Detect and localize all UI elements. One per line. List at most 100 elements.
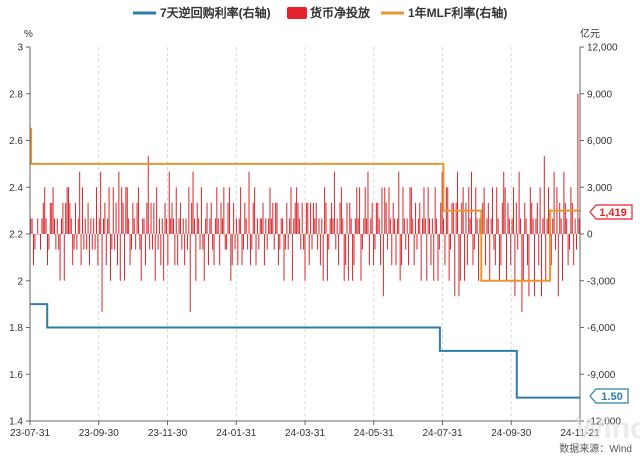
net-injection-bar <box>312 202 314 234</box>
net-injection-bar <box>403 218 405 234</box>
x-tick-label: 24-09-30 <box>491 428 531 439</box>
net-injection-bar <box>347 234 349 281</box>
net-injection-bar <box>66 187 68 234</box>
net-injection-bars <box>30 93 580 312</box>
net-injection-bar <box>417 218 419 234</box>
net-injection-bar <box>466 234 468 266</box>
x-tick-label: 24-03-31 <box>285 428 325 439</box>
net-injection-bar <box>486 218 488 234</box>
net-injection-bar <box>193 218 195 234</box>
net-injection-bar <box>177 234 179 266</box>
net-injection-bar <box>465 202 467 234</box>
net-injection-bar <box>74 202 76 234</box>
net-injection-bar <box>268 218 270 234</box>
net-injection-bar <box>368 234 370 266</box>
right-tick-label: -3,000 <box>587 276 616 287</box>
right-tick-label: 0 <box>587 230 593 241</box>
legend-item-net-injection[interactable]: 货币净投放 <box>287 5 371 20</box>
net-injection-bar <box>534 234 536 297</box>
net-injection-bar <box>290 187 292 234</box>
net-injection-bar <box>307 202 309 234</box>
net-injection-bar <box>209 218 211 234</box>
net-injection-bar <box>396 218 398 234</box>
net-injection-bar <box>210 202 212 234</box>
legend-item-mlf[interactable]: 1年MLF利率(右轴) <box>381 5 507 20</box>
net-injection-bar <box>315 202 317 234</box>
right-tick-label: 9,000 <box>587 89 612 100</box>
net-injection-bar <box>578 218 580 234</box>
net-injection-bar <box>373 234 375 266</box>
net-injection-bar <box>206 202 208 234</box>
net-injection-bar <box>539 187 541 234</box>
net-injection-bar <box>503 171 505 234</box>
net-injection-bar <box>126 187 128 234</box>
tag-reverse-repo-end: 1.50 <box>589 388 629 404</box>
net-injection-bar <box>63 234 65 281</box>
net-injection-bar <box>342 218 344 234</box>
net-injection-bar <box>244 202 246 234</box>
net-injection-bar <box>504 187 506 234</box>
net-injection-bar <box>377 202 379 234</box>
net-injection-bar <box>226 234 228 250</box>
net-injection-bar <box>128 218 130 234</box>
net-injection-bar <box>402 187 404 234</box>
net-injection-bar <box>492 187 494 234</box>
net-injection-bar <box>133 218 135 234</box>
net-injection-bar <box>430 234 432 266</box>
net-injection-bar <box>440 202 442 234</box>
net-injection-bar <box>111 234 113 250</box>
net-injection-bar <box>186 234 188 250</box>
right-tick-label: -6,000 <box>587 323 616 334</box>
net-injection-bar <box>142 218 144 234</box>
net-injection-bar <box>423 187 425 234</box>
net-injection-bar <box>135 234 137 250</box>
net-injection-bar <box>33 234 34 266</box>
net-injection-bar <box>192 171 194 234</box>
net-injection-bar <box>109 234 111 281</box>
left-tick-label: 2.6 <box>9 136 23 147</box>
net-injection-bar <box>266 234 268 250</box>
net-injection-bar <box>86 234 88 250</box>
net-injection-bar <box>263 234 265 266</box>
net-injection-bar <box>472 234 474 266</box>
net-injection-bar <box>157 234 159 250</box>
net-injection-bar <box>321 218 323 234</box>
net-injection-bar <box>436 218 438 234</box>
net-injection-bar <box>165 218 167 234</box>
net-injection-bar <box>483 187 485 234</box>
net-injection-bar <box>153 202 155 234</box>
net-injection-bar <box>140 234 142 281</box>
net-injection-bar <box>136 202 138 234</box>
net-injection-bar <box>273 234 275 250</box>
net-injection-bar <box>536 202 538 234</box>
net-injection-bar <box>227 202 229 234</box>
net-injection-bar <box>577 93 579 234</box>
net-injection-bar <box>132 202 134 234</box>
net-injection-bar <box>65 202 67 234</box>
net-injection-bar <box>471 171 473 234</box>
legend-item-reverse-repo[interactable]: 7天逆回购利率(右轴) <box>133 5 271 20</box>
net-injection-bar <box>493 234 495 250</box>
net-injection-bar <box>384 187 386 234</box>
net-injection-bar <box>242 234 244 250</box>
net-injection-bar <box>115 202 117 234</box>
net-injection-bar <box>490 218 492 234</box>
net-injection-bar <box>399 234 401 281</box>
net-injection-bar <box>507 202 509 234</box>
net-injection-bar <box>83 234 85 250</box>
net-injection-bar <box>328 234 330 250</box>
x-tick-label: 23-11-30 <box>148 428 188 439</box>
net-injection-bar <box>130 234 132 250</box>
net-injection-bar <box>296 187 298 234</box>
net-injection-bar <box>322 234 324 281</box>
net-injection-bar <box>233 202 235 234</box>
net-injection-bar <box>231 234 233 266</box>
net-injection-bar <box>304 234 306 281</box>
net-injection-bar <box>452 202 454 234</box>
net-injection-bar <box>349 202 351 234</box>
net-injection-bar <box>283 234 285 281</box>
net-injection-bar <box>513 187 515 234</box>
net-injection-bar <box>69 202 71 234</box>
net-injection-bar <box>123 234 125 281</box>
net-injection-bar <box>422 218 424 234</box>
